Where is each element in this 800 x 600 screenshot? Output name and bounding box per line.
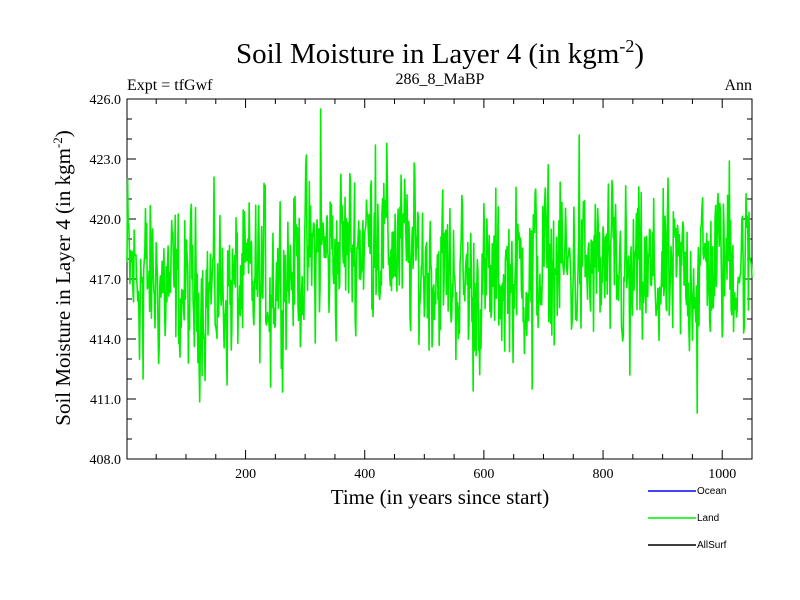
series-layer <box>126 108 753 414</box>
subtitle-period: 286_8_MaBP <box>396 71 485 88</box>
y-axis-label-main: Soil Moisture in Layer 4 (in kgm <box>51 148 75 426</box>
y-axis: 408.0 411.0 414.0 417.0 420.0 423.0 426.0 <box>90 93 752 468</box>
y-tick-label: 426.0 <box>90 93 122 108</box>
x-tick-label: 1000 <box>708 467 736 482</box>
series-line-land <box>126 108 753 414</box>
x-axis-label: Time (in years since start) <box>331 485 550 509</box>
chart-title-close: ) <box>634 38 644 70</box>
chart-title-exponent: -2 <box>619 36 634 56</box>
y-tick-label: 423.0 <box>90 153 122 168</box>
chart-title-main: Soil Moisture in Layer 4 (in kgm <box>236 38 620 70</box>
y-axis-label-close: ) <box>51 130 75 137</box>
y-axis-label: Soil Moisture in Layer 4 (in kgm-2) <box>50 130 75 425</box>
x-tick-label: 600 <box>473 467 494 482</box>
legend-label-allsurf: AllSurf <box>697 540 727 551</box>
y-axis-label-exponent: -2 <box>50 137 65 148</box>
chart-title: Soil Moisture in Layer 4 (in kgm-2) <box>236 36 644 70</box>
legend-label-land: Land <box>697 513 719 524</box>
y-tick-label: 420.0 <box>90 213 122 228</box>
subtitle-season: Ann <box>724 77 752 94</box>
y-tick-label: 408.0 <box>90 453 122 468</box>
legend-label-ocean: Ocean <box>697 486 726 497</box>
y-tick-label: 417.0 <box>90 273 122 288</box>
x-tick-label: 200 <box>235 467 256 482</box>
y-tick-label: 411.0 <box>90 393 121 408</box>
x-tick-label: 400 <box>354 467 375 482</box>
x-axis: 200 400 600 800 1000 <box>155 99 736 482</box>
subtitle-experiment: Expt = tfGwf <box>127 77 213 94</box>
y-tick-label: 414.0 <box>90 333 122 348</box>
x-tick-label: 800 <box>593 467 614 482</box>
legend: Ocean Land AllSurf <box>648 486 727 551</box>
